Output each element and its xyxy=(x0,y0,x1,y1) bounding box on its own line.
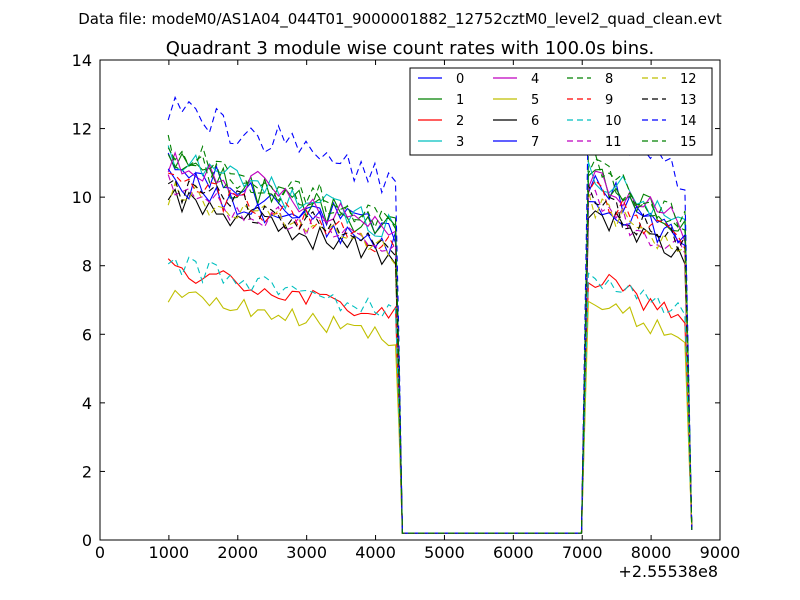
legend-label-3: 3 xyxy=(456,135,464,150)
ticks-layer: 0 1000 2000 3000 4000 5000 6000 7000 8000 9000 0 2 4… xyxy=(72,51,741,562)
x-tick-label: 1000 xyxy=(149,543,190,562)
series-line-10 xyxy=(167,256,693,534)
x-tick-label: 7000 xyxy=(562,543,603,562)
x-tick-label: 3000 xyxy=(286,543,327,562)
axes-frame xyxy=(99,59,721,541)
y-tick-label: 10 xyxy=(72,188,92,207)
x-offset-label: +2.55538e8 xyxy=(618,562,718,581)
plot-area: 0 1000 2000 3000 4000 5000 6000 7000 8000 9000 0 2 4… xyxy=(72,51,741,581)
legend-label-13: 13 xyxy=(680,93,697,108)
y-tick-label: 8 xyxy=(82,257,92,276)
series-line-5 xyxy=(167,289,693,534)
legend-label-12: 12 xyxy=(680,72,697,87)
series-line-7 xyxy=(167,168,693,534)
series-line-6 xyxy=(167,188,693,534)
legend-label-1: 1 xyxy=(456,93,464,108)
legend-label-14: 14 xyxy=(680,114,697,129)
x-tick-label: 2000 xyxy=(217,543,258,562)
legend-label-5: 5 xyxy=(531,93,539,108)
series-line-14 xyxy=(167,95,693,534)
legend-label-10: 10 xyxy=(605,114,622,129)
chart-title: Quadrant 3 module wise count rates with … xyxy=(166,38,655,59)
x-tick-label: 4000 xyxy=(355,543,396,562)
series-line-13 xyxy=(167,178,693,534)
y-tick-label: 6 xyxy=(82,325,92,344)
series-line-2 xyxy=(167,258,693,534)
x-tick-label: 6000 xyxy=(493,543,534,562)
legend-label-2: 2 xyxy=(456,114,464,129)
legend-label-9: 9 xyxy=(605,93,613,108)
series-line-0 xyxy=(167,152,693,534)
legend-label-4: 4 xyxy=(531,72,539,87)
y-tick-label: 12 xyxy=(72,120,92,139)
series-line-3 xyxy=(167,145,693,534)
legend-label-15: 15 xyxy=(680,135,697,150)
x-tick-label: 8000 xyxy=(631,543,672,562)
y-tick-label: 0 xyxy=(82,531,92,550)
y-tick-label: 14 xyxy=(72,51,92,70)
legend-frame xyxy=(409,67,713,156)
series-line-11 xyxy=(167,174,693,534)
x-tick-label: 9000 xyxy=(700,543,741,562)
legend-label-11: 11 xyxy=(605,135,622,150)
series-line-9 xyxy=(168,172,693,534)
y-tick-label: 2 xyxy=(82,462,92,481)
series-line-4 xyxy=(167,151,693,534)
series-line-12 xyxy=(167,181,693,534)
series-line-1 xyxy=(167,152,693,534)
y-tick-label: 4 xyxy=(82,394,92,413)
x-tick-label: 5000 xyxy=(424,543,465,562)
series-layer xyxy=(167,95,693,534)
figure-suptitle: Data file: modeM0/AS1A04_044T01_90000018… xyxy=(78,10,722,29)
legend-label-6: 6 xyxy=(531,114,539,129)
legend-label-7: 7 xyxy=(531,135,539,150)
x-tick-label: 0 xyxy=(95,543,105,562)
legend-label-8: 8 xyxy=(605,72,613,87)
legend-label-0: 0 xyxy=(456,72,464,87)
series-line-8 xyxy=(167,134,693,534)
